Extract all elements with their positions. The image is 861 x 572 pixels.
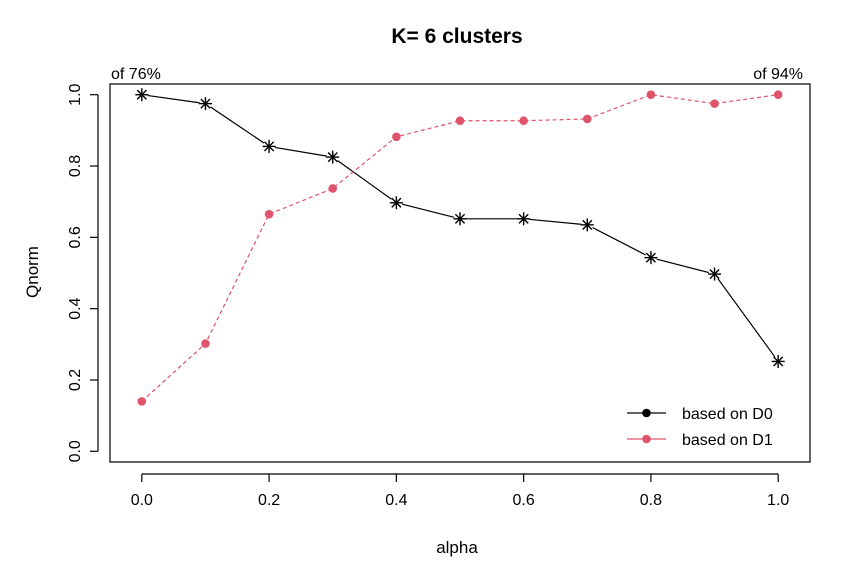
legend: based on D0 based on D1	[627, 406, 773, 449]
series-layer	[135, 88, 785, 406]
x-tick-label: 0.8	[640, 492, 662, 509]
x-tick-label: 1.0	[767, 492, 789, 509]
legend-marker	[642, 434, 651, 444]
asterisk-stroke	[454, 213, 466, 224]
series-line	[141, 94, 779, 402]
asterisk-marker	[580, 218, 594, 232]
asterisk-marker	[262, 139, 276, 153]
data-point	[328, 184, 338, 193]
data-point	[519, 116, 528, 126]
asterisk-marker	[517, 212, 531, 226]
data-point	[392, 132, 401, 142]
legend-label: based on D1	[682, 432, 773, 449]
x-tick-label: 0.0	[131, 492, 153, 509]
series-line	[141, 94, 779, 362]
data-point	[710, 99, 719, 108]
legend-label: based on D0	[682, 406, 773, 423]
y-tick-label: 1.0	[67, 83, 84, 105]
y-axis: 0.0 0.2 0.4 0.6 0.8 1.0	[67, 83, 99, 462]
legend-item: based on D1	[627, 432, 773, 449]
top-left-annotation: of 76%	[111, 66, 161, 83]
asterisk-stroke	[518, 213, 529, 224]
data-point	[264, 209, 274, 219]
data-point	[137, 397, 147, 406]
asterisk-stroke	[200, 98, 211, 109]
legend-item: based on D0	[627, 406, 773, 423]
data-point	[582, 114, 592, 124]
x-axis-label: alpha	[436, 538, 478, 557]
top-right-annotation: of 94%	[753, 66, 803, 83]
plot-frame	[109, 83, 811, 463]
asterisk-marker	[326, 150, 340, 164]
asterisk-marker	[771, 354, 785, 368]
x-tick-label: 0.6	[513, 492, 535, 509]
x-tick-label: 0.4	[385, 492, 407, 509]
asterisk-stroke	[136, 89, 147, 100]
asterisk-marker	[708, 267, 722, 281]
y-tick-label: 0.8	[67, 155, 84, 177]
asterisk-stroke	[709, 268, 720, 280]
data-point	[455, 116, 465, 126]
asterisk-stroke	[391, 197, 402, 208]
asterisk-marker	[453, 212, 467, 226]
x-axis: 0.0 0.2 0.4 0.6 0.8 1.0	[131, 473, 789, 509]
y-axis-label: Qnorm	[23, 246, 42, 298]
y-tick-label: 0.2	[67, 369, 84, 391]
data-point	[201, 339, 210, 348]
chart-title: K= 6 clusters	[391, 25, 522, 48]
asterisk-stroke	[773, 356, 784, 367]
series-2	[137, 90, 783, 406]
y-tick-label: 0.0	[67, 440, 84, 462]
y-tick-label: 0.6	[67, 226, 84, 248]
x-tick-label: 0.2	[258, 492, 280, 509]
data-point	[773, 90, 783, 99]
data-point	[646, 90, 656, 99]
series-1	[135, 88, 785, 368]
asterisk-stroke	[645, 252, 657, 263]
legend-marker	[642, 408, 651, 418]
asterisk-marker	[135, 88, 149, 102]
asterisk-stroke	[263, 141, 275, 152]
asterisk-marker	[644, 251, 658, 265]
asterisk-marker	[198, 97, 212, 111]
asterisk-marker	[389, 196, 403, 210]
asterisk-stroke	[582, 219, 593, 230]
asterisk-stroke	[327, 152, 338, 163]
y-tick-label: 0.4	[67, 297, 84, 319]
